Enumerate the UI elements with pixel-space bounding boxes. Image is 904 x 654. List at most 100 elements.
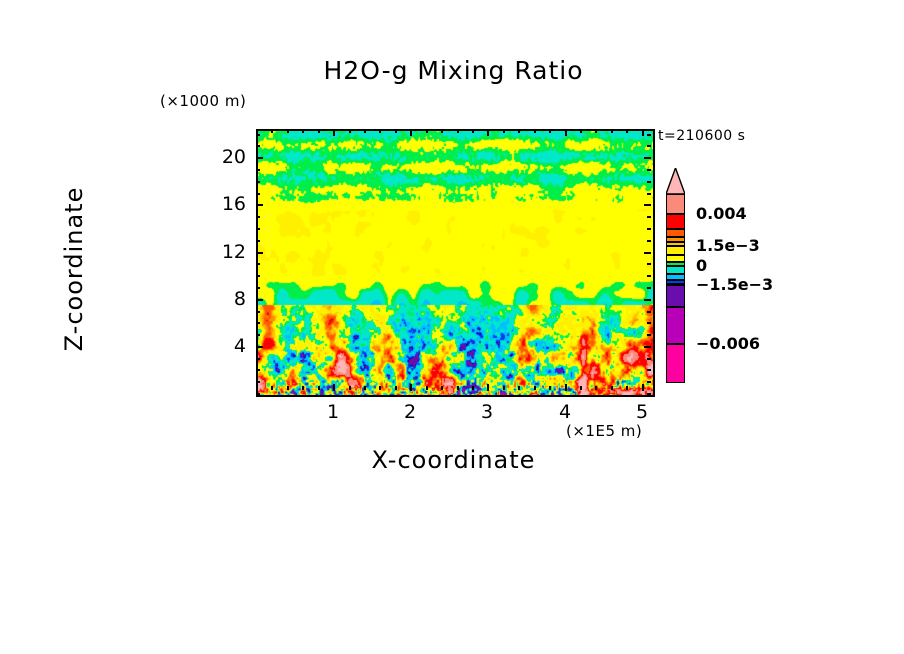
tick-mark [318,386,320,390]
colorbar-band [666,194,685,214]
y-axis-title: Z-coordinate [60,186,88,352]
colorbar-band [666,307,685,344]
tick-mark [256,386,258,390]
tick-mark [647,193,651,195]
tick-mark [256,204,263,206]
tick-mark [256,299,263,301]
x-tick-label: 2 [403,401,417,423]
tick-mark [256,240,260,242]
colorbar-tick-label: −0.006 [696,333,761,353]
tick-mark [644,346,651,348]
plot-frame [256,129,655,397]
tick-mark [410,384,412,391]
tick-mark [647,169,651,171]
x-tick-label: 4 [558,401,572,423]
tick-mark [644,299,651,301]
y-tick-label: 12 [221,241,246,263]
tick-mark [647,322,651,324]
tick-mark [302,386,304,390]
tick-mark [595,386,597,390]
tick-mark [349,386,351,390]
y-tick-label: 20 [221,146,246,168]
tick-mark [518,386,520,390]
x-axis-unit-label: (×1E5 m) [566,422,643,440]
tick-mark [256,134,260,136]
x-tick-label: 1 [326,401,340,423]
tick-mark [302,129,304,133]
colorbar-band [666,343,685,383]
colorbar-band [666,261,685,266]
tick-mark [426,129,428,133]
tick-mark [644,157,651,159]
colorbar-tick-label: −1.5e−3 [696,275,774,295]
colorbar-band [666,242,685,247]
tick-mark [364,129,366,133]
tick-mark [256,145,260,147]
tick-mark [271,129,273,133]
tick-mark [626,386,628,390]
tick-mark [647,240,651,242]
tick-mark [472,386,474,390]
tick-mark [647,145,651,147]
tick-mark [647,181,651,183]
y-axis-unit-label: (×1000 m) [160,92,247,110]
tick-mark [487,129,489,136]
page-title: H2O-g Mixing Ratio [323,56,584,85]
tick-mark [595,129,597,133]
x-tick-label: 5 [635,401,649,423]
tick-mark [647,334,651,336]
tick-mark [256,216,260,218]
tick-mark [611,129,613,133]
y-tick-label: 4 [233,335,246,357]
tick-mark [333,129,335,136]
tick-mark [472,129,474,133]
tick-mark [256,157,263,159]
tick-mark [642,384,644,391]
colorbar-band [666,237,685,243]
tick-mark [580,129,582,133]
tick-mark [379,129,381,133]
tick-mark [647,134,651,136]
tick-mark [441,129,443,133]
colorbar-arrow-icon [666,168,685,194]
tick-mark [647,263,651,265]
tick-mark [487,384,489,391]
tick-mark [256,369,260,371]
colorbar-band [666,285,685,308]
tick-mark [534,386,536,390]
tick-mark [256,252,263,254]
tick-mark [457,386,459,390]
colorbar-band [666,229,685,237]
colorbar-band [666,265,685,274]
x-tick-label: 3 [480,401,494,423]
tick-mark [647,275,651,277]
colorbar [664,168,688,383]
tick-mark [256,287,260,289]
tick-mark [644,204,651,206]
tick-mark [287,386,289,390]
tick-mark [256,193,260,195]
tick-mark [379,386,381,390]
tick-mark [349,129,351,133]
tick-mark [647,311,651,313]
tick-mark [256,275,260,277]
tick-mark [441,386,443,390]
tick-mark [647,358,651,360]
tick-mark [580,386,582,390]
tick-mark [256,381,260,383]
tick-mark [642,129,644,136]
tick-mark [565,384,567,391]
tick-mark [647,216,651,218]
colorbar-band [666,273,685,281]
tick-mark [256,322,260,324]
tick-mark [256,334,260,336]
tick-mark [364,386,366,390]
colorbar-band [666,213,685,230]
tick-mark [549,129,551,133]
tick-mark [503,129,505,133]
tick-mark [256,346,263,348]
colorbar-band [666,246,685,256]
tick-mark [549,386,551,390]
tick-mark [256,393,260,395]
